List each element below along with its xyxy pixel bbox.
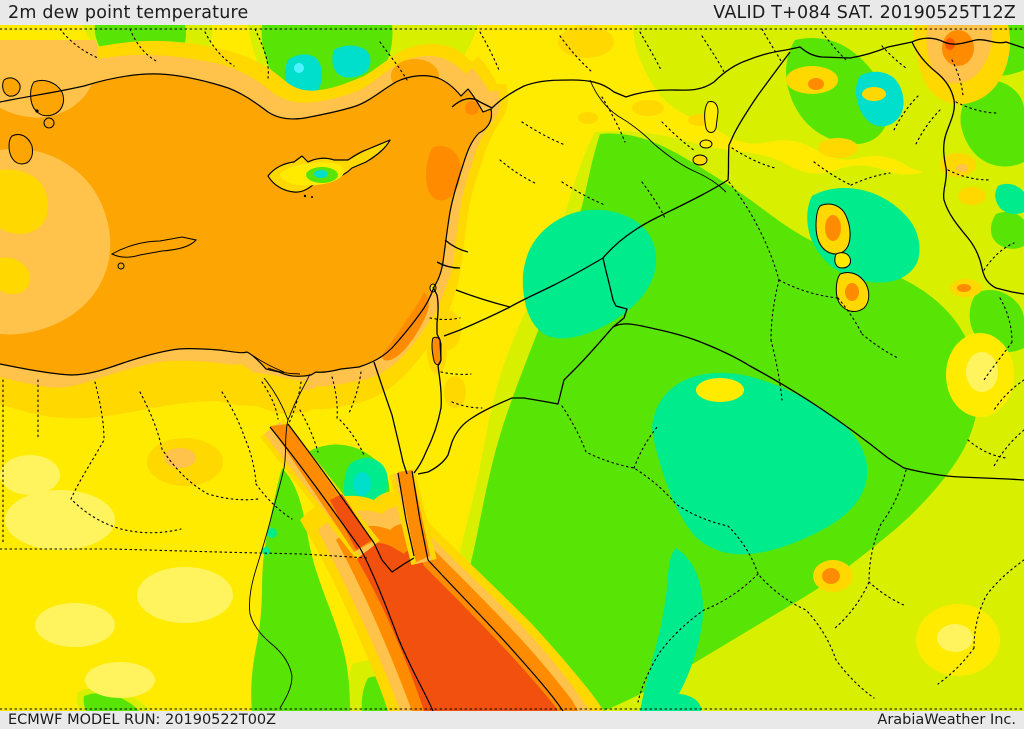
admin-iraq — [728, 147, 899, 401]
admin-se — [937, 429, 1024, 685]
sinai-tip-coast — [373, 542, 415, 573]
egypt-patches — [0, 372, 310, 698]
brand-label: ArabiaWeather Inc. — [877, 712, 1016, 728]
suez-coast — [269, 423, 375, 549]
admin-syria — [499, 96, 696, 219]
border-turkey-syria — [451, 41, 913, 109]
model-run-label: ECMWF MODEL RUN: 20190522T00Z — [8, 712, 277, 728]
country-borders — [373, 37, 1024, 481]
red-sea-west-coast — [359, 547, 434, 711]
crete-island — [110, 236, 197, 258]
dew-point-map — [0, 25, 1024, 711]
border-iran — [911, 41, 1024, 295]
map-canvas — [0, 25, 1024, 711]
border-lebanon — [436, 239, 511, 308]
red-sea-core — [352, 542, 558, 711]
mediterranean-sea — [0, 40, 508, 415]
aegean-islands — [0, 40, 197, 270]
valid-time-label: VALID T+084 SAT. 20190525T12Z — [713, 2, 1016, 23]
footer-bar: ECMWF MODEL RUN: 20190522T00Z ArabiaWeat… — [0, 711, 1024, 729]
nile-river — [249, 373, 311, 709]
border-jordan-iraq-saudi — [602, 257, 1024, 481]
coastline — [0, 73, 564, 711]
header-bar: 2m dew point temperature VALID T+084 SAT… — [0, 0, 1024, 25]
admin-turkey — [59, 28, 964, 145]
rivers — [249, 79, 727, 709]
border-israel-jordan — [413, 286, 442, 474]
border-ne-corner — [911, 37, 1024, 49]
field-warm-patches — [427, 25, 1014, 676]
gulf-of-aqaba — [398, 470, 430, 562]
cyprus-island — [267, 139, 391, 198]
lakes — [429, 101, 870, 366]
border-syria-iraq — [443, 51, 791, 337]
border-jordan-saudi — [417, 326, 614, 475]
admin-jordan — [299, 317, 483, 456]
admin-saudi — [561, 405, 907, 703]
lake-tharthar — [704, 101, 719, 133]
admin-sudan-line — [0, 548, 369, 559]
map-title: 2m dew point temperature — [8, 2, 249, 23]
admin-egypt — [2, 371, 362, 546]
admin-borders — [0, 28, 1024, 710]
red-sea-east-coast — [427, 559, 564, 711]
bright-cyan-speck — [294, 63, 304, 73]
euphrates-river — [589, 79, 727, 193]
border-egypt-israel — [373, 361, 408, 475]
admin-iran — [947, 101, 1024, 459]
aqaba-coast — [397, 470, 429, 561]
